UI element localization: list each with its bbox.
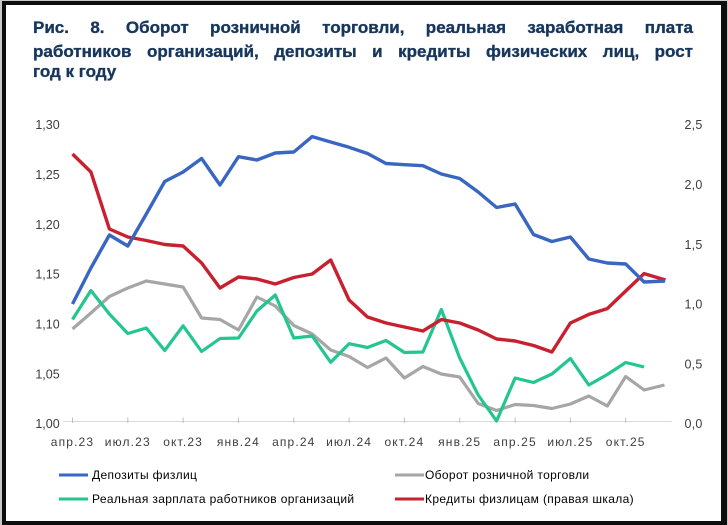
svg-text:1,0: 1,0 [685,298,703,312]
svg-text:июл.25: июл.25 [547,435,593,449]
svg-text:янв.24: янв.24 [217,435,260,449]
svg-text:1,20: 1,20 [35,218,59,232]
svg-text:1,15: 1,15 [35,268,59,282]
svg-text:1,5: 1,5 [685,238,703,252]
svg-text:июл.23: июл.23 [105,435,151,449]
svg-text:1,30: 1,30 [35,118,59,132]
svg-text:июл.24: июл.24 [326,435,372,449]
svg-text:Реальная зарплата работников о: Реальная зарплата работников организаций [92,492,354,506]
svg-text:1,25: 1,25 [35,168,59,182]
svg-text:2,5: 2,5 [685,118,703,132]
svg-text:окт.25: окт.25 [606,435,646,449]
svg-text:Кредиты физлицам (правая шкала: Кредиты физлицам (правая шкала) [425,492,634,506]
svg-text:Депозиты физлиц: Депозиты физлиц [92,468,197,482]
svg-text:Оборот розничной торговли: Оборот розничной торговли [425,468,589,482]
svg-text:2,0: 2,0 [685,178,703,192]
svg-text:1,00: 1,00 [35,417,59,431]
svg-text:1,10: 1,10 [35,318,59,332]
svg-text:апр.24: апр.24 [272,435,315,449]
svg-text:0,0: 0,0 [685,417,703,431]
svg-text:янв.25: янв.25 [438,435,481,449]
svg-text:окт.24: окт.24 [384,435,424,449]
svg-text:1,05: 1,05 [35,367,59,381]
svg-text:0,5: 0,5 [685,357,703,371]
svg-text:окт.23: окт.23 [163,435,203,449]
svg-text:апр.23: апр.23 [51,435,94,449]
svg-text:апр.25: апр.25 [493,435,536,449]
